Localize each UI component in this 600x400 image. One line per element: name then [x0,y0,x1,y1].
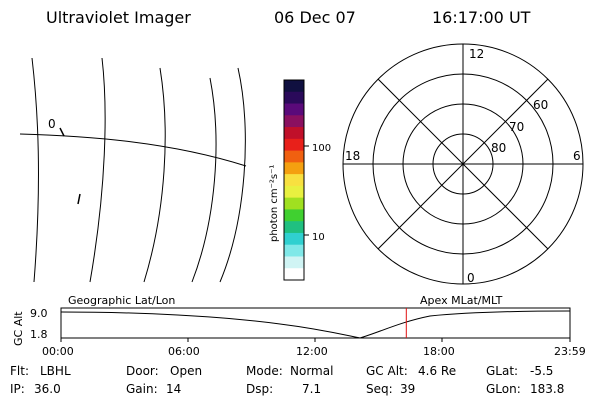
colorbar-band [284,221,304,234]
apex-mlat-mlt-label: Apex MLat/MLT [420,294,503,307]
map-label-0: 0 [48,117,56,131]
colorbar-band [284,127,304,140]
geographic-latlon-label: Geographic Lat/Lon [68,294,176,307]
polar-plot: 12 0 18 6 60 70 80 [342,43,584,285]
dsp-label: Dsp: [246,382,274,396]
gc-alt-label: GC Alt: [366,364,408,378]
lat-label-70: 70 [509,120,524,134]
time: 16:17:00 UT [432,8,531,27]
timeline-tick-label: 00:00 [42,345,74,358]
colorbar-band [284,91,304,105]
colorbar-tick-100: 100 [312,143,331,154]
gain-label: Gain: [126,382,158,396]
glon-label: GLon: [486,382,521,396]
glat-label: GLat: [486,364,519,378]
mode-value: Normal [290,364,334,378]
meridian-line [143,67,166,283]
colorbar-tick-10: 10 [312,232,325,243]
timeline-tick-label: 18:00 [423,345,455,358]
door-value: Open [170,364,203,378]
colorbar-band [284,103,304,116]
coast-mark [59,127,65,137]
colorbar-unit-label: photon cm⁻²s⁻¹ [269,165,280,242]
colorbar-band [284,185,304,199]
dsp-value: 7.1 [302,382,322,396]
timeline-y-bottom: 1.8 [30,328,48,341]
glat-value: -5.5 [530,364,554,378]
colorbar-band [284,150,304,163]
latitude-line [19,133,247,167]
colorbar-gradient [284,80,304,281]
filter-value: LBHL [40,364,71,378]
colorbar-band [284,244,304,257]
colorbar-band [284,268,304,281]
mlt-label-0: 0 [467,271,475,285]
geographic-map: 0 [19,57,247,283]
colorbar-band [284,80,304,93]
timeline-plot: GC Alt 9.0 1.8 [12,307,571,346]
meridian-line [191,77,217,283]
altitude-curve [60,310,571,339]
timeline-tick-label: 12:00 [296,345,328,358]
colorbar-band [284,115,304,128]
mode-label: Mode: [246,364,283,378]
colorbar: 100 10 photon cm⁻²s⁻¹ [269,79,331,281]
meridian-line [89,57,106,283]
door-label: Door: [126,364,159,378]
timeline-yaxis-label: GC Alt [12,311,25,346]
lat-label-80: 80 [491,141,506,155]
timeline-tick-label: 23:59 [554,345,586,358]
colorbar-frame [283,79,305,281]
mlt-label-12: 12 [469,47,484,61]
colorbar-band [284,256,304,269]
lat-label-60: 60 [533,98,548,112]
glon-value: 183.8 [530,382,565,396]
polar-diagonal [377,78,549,250]
colorbar-band [284,138,304,152]
date: 06 Dec 07 [274,8,356,27]
ip-value: 36.0 [34,382,61,396]
colorbar-band [284,209,304,222]
seq-label: Seq: [366,382,393,396]
mlt-label-18: 18 [345,149,360,163]
colorbar-band [284,174,304,187]
timeline-y-top: 9.0 [30,307,48,320]
timeline-tick-label: 06:00 [168,345,200,358]
seq-value: 39 [400,382,416,396]
colorbar-band [284,162,304,175]
title: Ultraviolet Imager [46,8,191,27]
ip-label: IP: [10,382,25,396]
island-mark [77,193,81,205]
gc-alt-value: 4.6 Re [418,364,457,378]
mlt-label-6: 6 [573,149,581,163]
colorbar-band [284,197,304,210]
gain-value: 14 [166,382,182,396]
meridian-line [219,67,246,283]
colorbar-band [284,232,304,246]
meridian-line [31,57,39,283]
filter-label: Flt: [10,364,29,378]
